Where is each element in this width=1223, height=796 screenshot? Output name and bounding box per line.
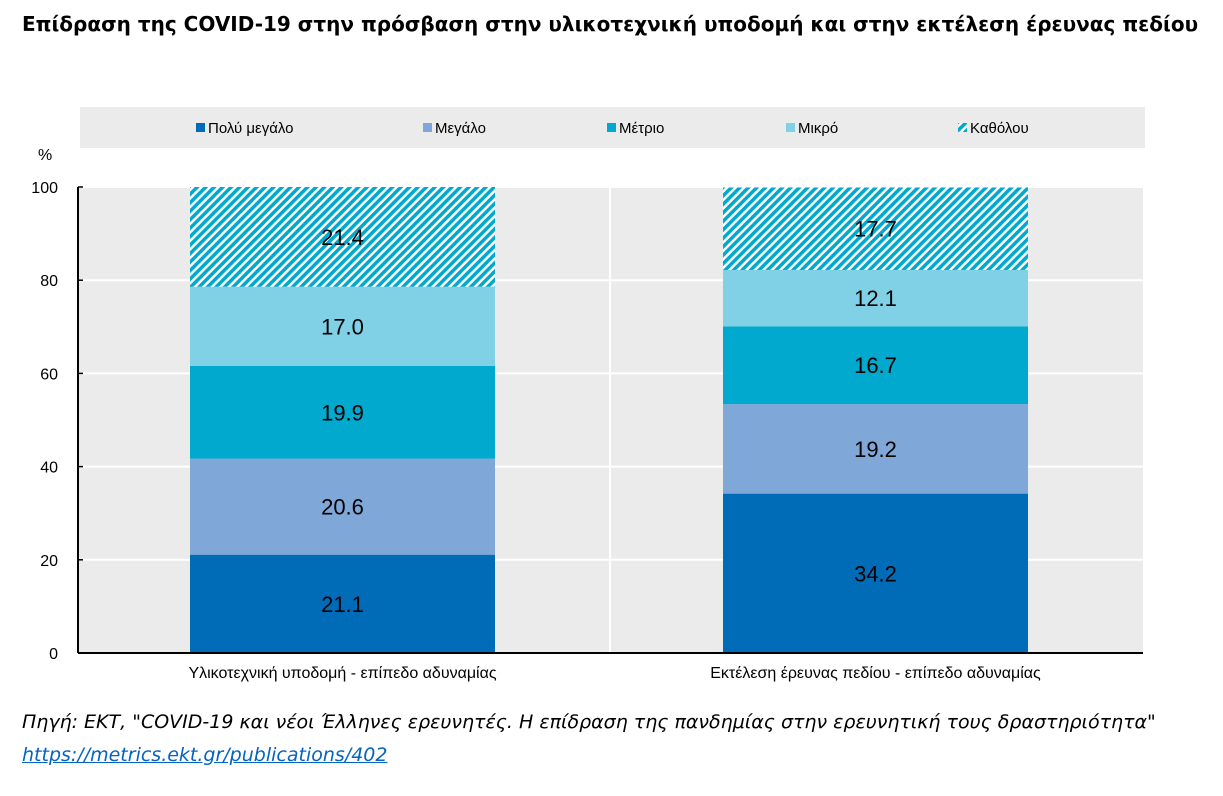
source-text: Πηγή: ΕΚΤ, "COVID-19 και νέοι Έλληνες ερ… [22,711,1156,733]
bar-segment [723,326,1028,405]
bar-segment [190,286,495,366]
y-tick-label: 100 [31,180,58,197]
data-label: 16.7 [854,353,897,378]
legend-label: Πολύ μεγάλο [208,120,294,137]
x-tick-label: Υλικοτεχνική υποδομή - επίπεδο αδυναμίας [188,665,496,682]
bar-segment [723,493,1028,653]
legend-label: Μέτριο [619,120,664,137]
legend-swatch [196,123,205,132]
legend-label: Μικρό [798,120,838,137]
bar-segment [190,365,495,459]
bar-segment [723,269,1028,327]
data-label: 19.2 [854,437,897,462]
legend-swatch [423,123,432,132]
y-axis-label: % [38,147,52,164]
source-link[interactable]: https://metrics.ekt.gr/publications/402 [22,744,388,766]
y-tick-label: 40 [40,460,58,477]
data-label: 20.6 [321,495,364,520]
y-tick-label: 60 [40,366,58,383]
bar-segment [190,554,495,653]
bar-segment [723,404,1028,494]
legend-swatch [786,123,795,132]
y-tick-label: 20 [40,553,58,570]
bar-segment [723,187,1028,270]
data-label: 17.0 [321,314,364,339]
bar-segment [190,187,495,287]
data-label: 17.7 [854,217,897,242]
x-tick-label: Εκτέλεση έρευνας πεδίου - επίπεδο αδυναμ… [710,665,1041,682]
legend-label: Καθόλου [970,120,1029,137]
legend: Πολύ μεγάλο Μεγάλο Μέτριο Μικρό Καθόλου [80,107,1145,148]
plot-area: 0 20 40 60 80 100% 21.1 20.6 19.9 17.0 21.4 Υλικοτε… [31,147,1143,682]
source-note: Πηγή: ΕΚΤ, "COVID-19 και νέοι Έλληνες ερ… [22,706,1212,772]
legend-label: Μεγάλο [435,120,486,137]
y-tick-label: 0 [49,646,58,663]
y-tick-label: 80 [40,273,58,290]
legend-swatch [607,123,616,132]
data-label: 21.4 [321,225,364,250]
chart-title: Επίδραση της COVID-19 στην πρόσβαση στην… [22,12,1199,36]
data-label: 12.1 [854,286,897,311]
data-label: 34.2 [854,561,897,586]
data-label: 21.1 [321,592,364,617]
bar-segment [190,458,495,555]
data-label: 19.9 [321,400,364,425]
legend-swatch [958,123,967,132]
